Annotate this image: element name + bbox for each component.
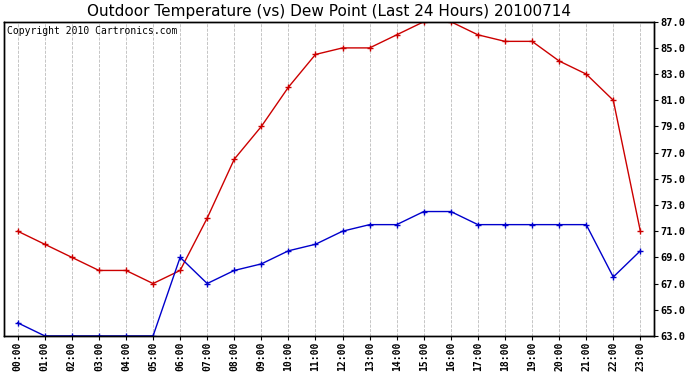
Text: Copyright 2010 Cartronics.com: Copyright 2010 Cartronics.com	[8, 26, 178, 36]
Title: Outdoor Temperature (vs) Dew Point (Last 24 Hours) 20100714: Outdoor Temperature (vs) Dew Point (Last…	[87, 4, 571, 19]
